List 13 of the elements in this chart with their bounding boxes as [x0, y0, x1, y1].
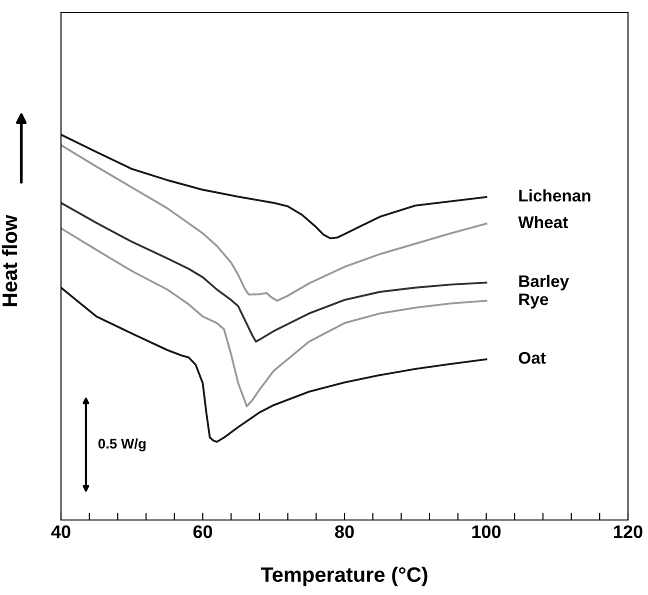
x-tick-label: 60	[193, 525, 212, 538]
x-tick-label: 80	[335, 525, 354, 538]
series-label: Wheat	[518, 216, 568, 228]
annotation: 0.5 W/g	[98, 438, 146, 452]
x-tick-label: 40	[51, 525, 70, 538]
series-label: Rye	[519, 294, 548, 309]
x-axis-title: Temperature (°C)	[260, 566, 428, 586]
y-axis-title: Heat flow	[2, 214, 18, 306]
x-tick-label: 120	[614, 525, 642, 538]
series-label: Barley	[519, 274, 570, 290]
x-tick-label: 100	[472, 525, 501, 538]
series-label: Oat	[518, 352, 546, 364]
series-label: Lichenan	[519, 189, 590, 202]
